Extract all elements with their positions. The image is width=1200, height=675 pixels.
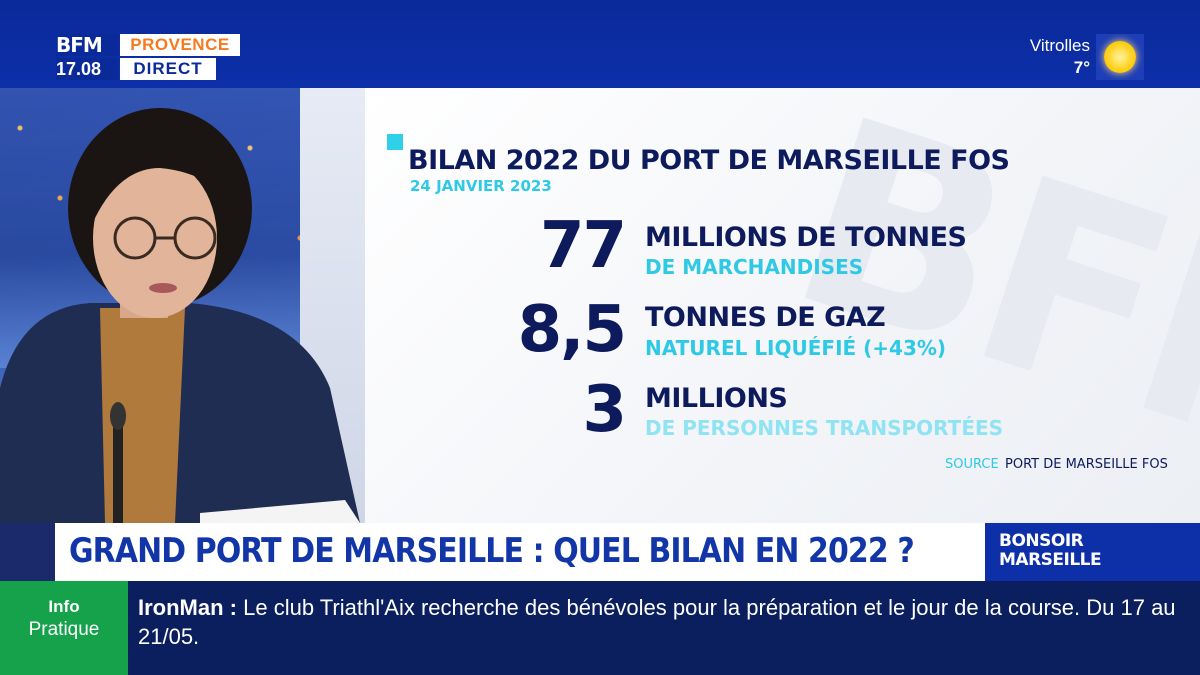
headline-text: GRAND PORT DE MARSEILLE : QUEL BILAN EN … <box>69 531 915 571</box>
show-name: BONSOIR MARSEILLE <box>999 531 1102 570</box>
ticker-topic: IronMan <box>138 595 224 620</box>
stat-sub-label: DE MARCHANDISES <box>645 255 864 279</box>
presenter-image <box>0 108 360 523</box>
stat-main-label: MILLIONS DE TONNES <box>645 222 967 253</box>
infographic-title: BILAN 2022 DU PORT DE MARSEILLE FOS <box>408 145 1010 176</box>
ticker-body: Le club Triathl'Aix recherche des bénévo… <box>138 595 1176 649</box>
sun-icon <box>1104 41 1136 73</box>
infographic-date: 24 JANVIER 2023 <box>410 177 552 195</box>
weather-temperature: 7° <box>1073 58 1090 77</box>
show-badge: BONSOIR MARSEILLE <box>985 523 1200 581</box>
ticker-tag: Info Pratique <box>0 581 128 675</box>
accent-square <box>387 134 403 150</box>
infographic-panel: BFM BILAN 2022 DU PORT DE MARSEILLE FOS … <box>365 88 1200 523</box>
live-label: DIRECT <box>120 58 216 80</box>
headline-bar: GRAND PORT DE MARSEILLE : QUEL BILAN EN … <box>55 523 985 581</box>
stat-sub-label: NATUREL LIQUÉFIÉ (+43%) <box>645 336 947 360</box>
stat-main-label: MILLIONS <box>645 383 788 414</box>
headline-left-strip <box>0 523 55 581</box>
stat-sub-label: DE PERSONNES TRANSPORTÉES <box>645 416 1004 440</box>
source-label: SOURCE <box>945 457 999 472</box>
stat-number: 8,5 <box>517 293 627 367</box>
ticker-tag-line2: Pratique <box>28 619 100 640</box>
ticker-tag-line1: Info <box>48 597 80 616</box>
region-label: PROVENCE <box>120 34 240 56</box>
ticker-text: IronMan : Le club Triathl'Aix recherche … <box>138 593 1188 651</box>
stat-main-label: TONNES DE GAZ <box>645 302 886 333</box>
stat-number: 77 <box>539 209 627 283</box>
source-value: PORT DE MARSEILLE FOS <box>1005 457 1168 472</box>
stat-number: 3 <box>582 373 627 447</box>
ticker-separator: : <box>223 595 244 620</box>
news-ticker: Info Pratique IronMan : Le club Triathl'… <box>0 581 1200 675</box>
studio-camera-view <box>0 88 365 523</box>
clock-time: 17.08 <box>56 58 118 80</box>
channel-logo: BFM <box>56 34 118 56</box>
weather-icon-box <box>1096 34 1144 80</box>
top-bar: BFM 17.08 PROVENCE DIRECT Vitrolles 7° <box>0 0 1200 88</box>
weather-city: Vitrolles <box>1029 36 1090 55</box>
